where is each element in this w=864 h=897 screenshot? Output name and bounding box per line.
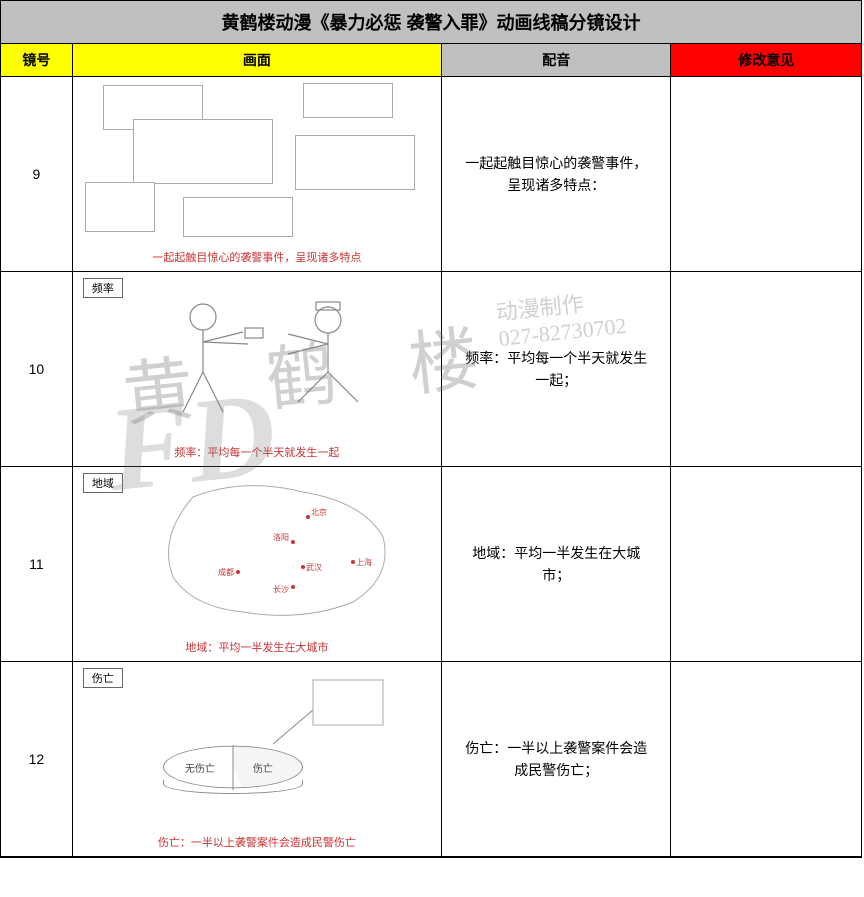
frame-caption: 伤亡：一半以上袭警案件会造成民警伤亡	[158, 830, 356, 856]
frame-cell: 一起起触目惊心的袭警事件，呈现诸多特点	[73, 77, 442, 272]
col-shot: 镜号	[1, 44, 73, 77]
shot-number: 12	[1, 662, 73, 857]
table-row: 10 频率	[1, 272, 861, 467]
sketch-panels	[73, 77, 441, 245]
frame-caption: 频率：平均每一个半天就发生一起	[174, 440, 339, 466]
svg-text:成都: 成都	[218, 567, 234, 577]
table-row: 9 一起起触目惊心的袭警事件，呈现诸多特点 一起起触目惊心的袭警事件， 呈现诸多…	[1, 77, 861, 272]
col-voice: 配音	[442, 44, 671, 77]
notes-cell	[671, 662, 861, 857]
notes-cell	[671, 77, 861, 272]
shot-number: 9	[1, 77, 73, 272]
pie-label-left: 无伤亡	[185, 760, 215, 775]
sketch-map: 地域 北京 洛阳 上海 武汉 成都 长沙	[73, 467, 441, 635]
col-notes: 修改意见	[671, 44, 861, 77]
storyboard-table: 黄鹤楼动漫《暴力必惩 袭警入罪》动画线稿分镜设计 镜号 画面 配音 修改意见 9…	[0, 0, 862, 858]
table-row: 11 地域 北京 洛阳 上海 武汉 成都 长沙 地域：平均一半发生在大城市	[1, 467, 861, 662]
notes-cell	[671, 467, 861, 662]
svg-text:上海: 上海	[356, 557, 372, 567]
svg-text:北京: 北京	[311, 507, 327, 517]
col-frame: 画面	[73, 44, 442, 77]
shot-number: 10	[1, 272, 73, 467]
voice-text: 地域：平均一半发生在大城 市；	[442, 467, 672, 662]
voice-text: 一起起触目惊心的袭警事件， 呈现诸多特点：	[442, 77, 672, 272]
frame-tag: 伤亡	[83, 668, 123, 688]
page-title: 黄鹤楼动漫《暴力必惩 袭警入罪》动画线稿分镜设计	[1, 1, 861, 44]
frame-caption: 一起起触目惊心的袭警事件，呈现诸多特点	[152, 245, 361, 271]
sketch-pie: 伤亡 无伤亡 伤亡	[73, 662, 441, 830]
voice-text: 频率：平均每一个半天就发生 一起；	[442, 272, 672, 467]
frame-caption: 地域：平均一半发生在大城市	[185, 635, 328, 661]
sketch-figures: 频率	[73, 272, 441, 440]
table-row: 12 伤亡 无伤亡 伤亡 伤亡：一半以上袭警案件会造成民警伤亡 伤亡：一半以上袭…	[1, 662, 861, 857]
frame-cell: 频率	[73, 272, 442, 467]
frame-cell: 地域 北京 洛阳 上海 武汉 成都 长沙 地域：平均一半发生在大城市	[73, 467, 442, 662]
voice-text: 伤亡：一半以上袭警案件会造 成民警伤亡；	[442, 662, 672, 857]
svg-text:洛阳: 洛阳	[273, 532, 289, 542]
pie-label-right: 伤亡	[253, 760, 273, 775]
svg-text:长沙: 长沙	[273, 584, 289, 594]
notes-cell	[671, 272, 861, 467]
frame-cell: 伤亡 无伤亡 伤亡 伤亡：一半以上袭警案件会造成民警伤亡	[73, 662, 442, 857]
svg-text:武汉: 武汉	[306, 562, 322, 572]
shot-number: 11	[1, 467, 73, 662]
table-header: 镜号 画面 配音 修改意见	[1, 44, 861, 77]
